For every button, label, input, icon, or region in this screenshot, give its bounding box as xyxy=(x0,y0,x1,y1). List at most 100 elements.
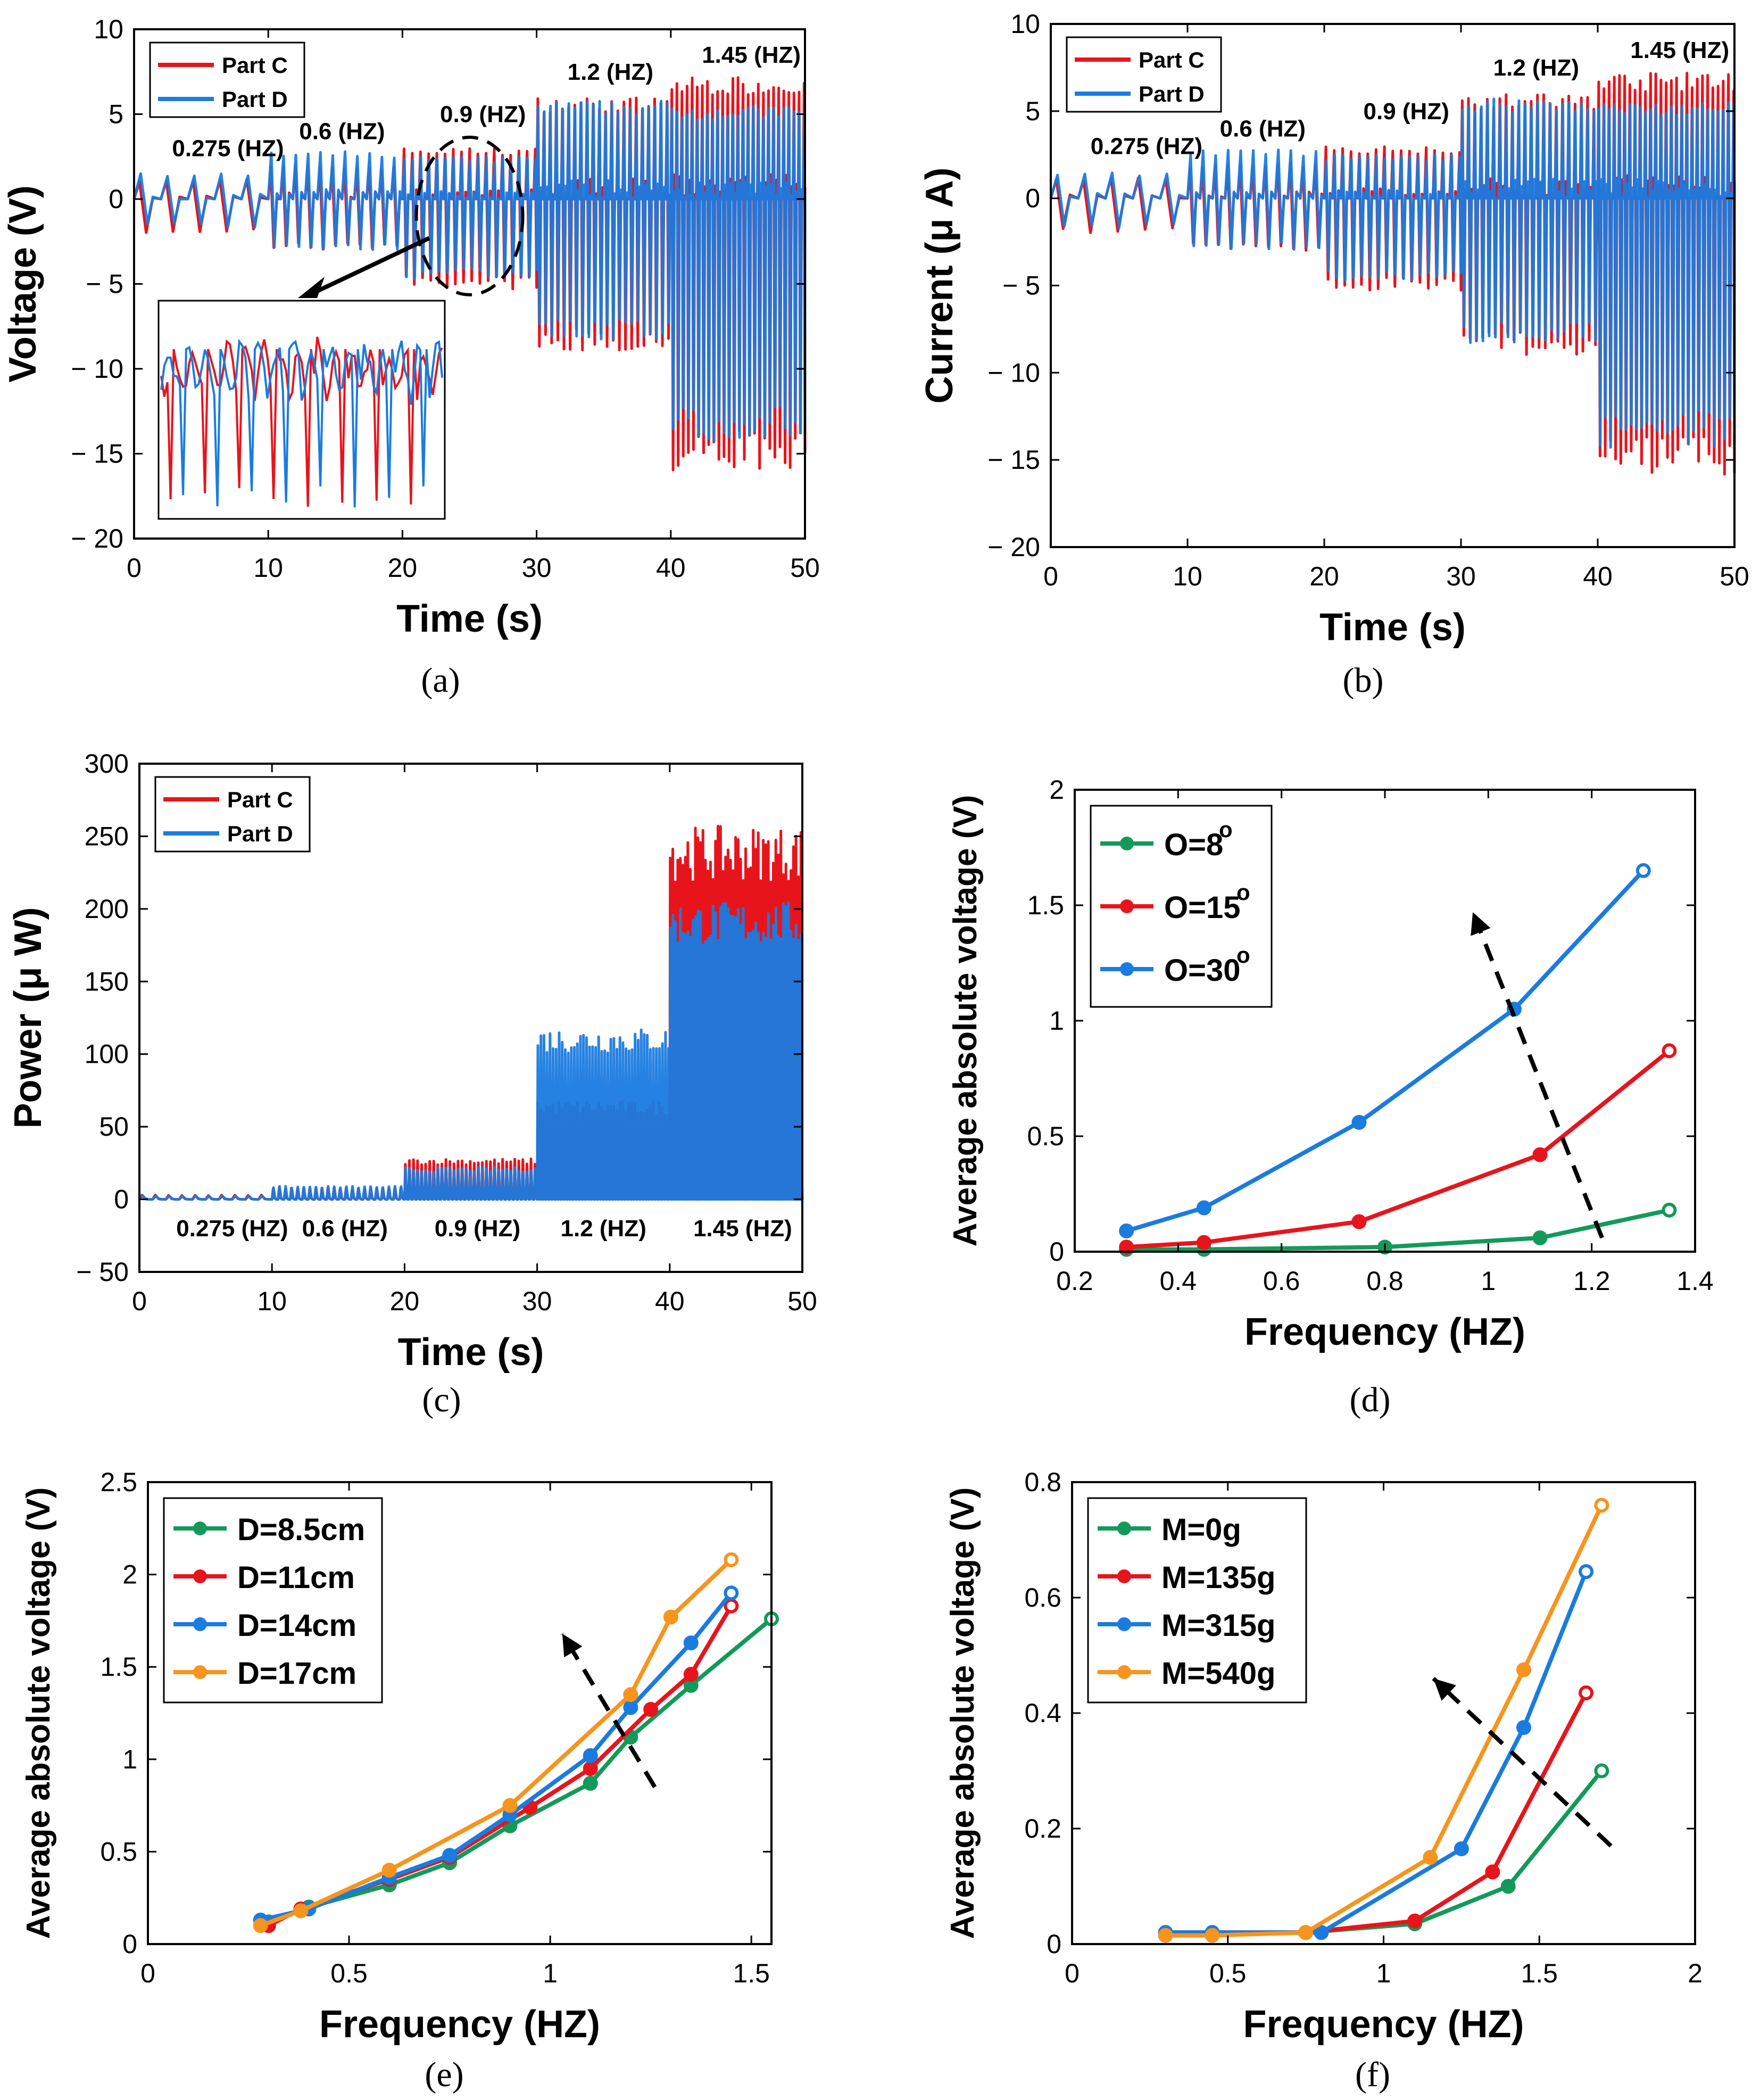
frequency-annotation: 0.6 (HZ) xyxy=(302,1216,388,1242)
y-tick-label: 0.8 xyxy=(1024,1467,1061,1497)
legend-box xyxy=(1066,36,1222,113)
y-tick-label: 5 xyxy=(109,100,123,129)
x-tick-label: 2 xyxy=(1688,1958,1703,1988)
y-tick-label: − 5 xyxy=(86,269,123,299)
x-tick-label: 40 xyxy=(656,553,686,583)
x-tick-label: 1 xyxy=(1376,1958,1391,1988)
x-axis-label: Time (s) xyxy=(1319,606,1466,649)
data-point xyxy=(683,1635,699,1651)
y-tick-label: 50 xyxy=(99,1112,129,1142)
legend-marker xyxy=(193,1569,207,1583)
trend-arrow xyxy=(1471,911,1604,1239)
data-point xyxy=(1516,1662,1531,1677)
legend-marker xyxy=(193,1617,207,1631)
x-tick-label: 1.2 xyxy=(1573,1266,1610,1296)
y-axis-label: Voltage (V) xyxy=(2,185,44,383)
data-point xyxy=(583,1775,598,1791)
y-axis-label: Average absolute voltage (V) xyxy=(20,1487,57,1939)
data-point xyxy=(663,1609,678,1625)
legend-degree-sup: o xyxy=(1236,880,1250,905)
series-line xyxy=(1165,1570,1588,1935)
legend-marker xyxy=(1117,1665,1131,1679)
legend-label: Part D xyxy=(1139,81,1205,106)
x-axis-label: Frequency (HZ) xyxy=(319,2003,600,2046)
x-axis-label: Frequency (HZ) xyxy=(1244,1311,1525,1353)
data-point-end xyxy=(1665,1046,1674,1055)
trend-arrowhead xyxy=(562,1633,583,1658)
inset-part-d-line xyxy=(160,338,443,508)
panel-d: 0.2 0.4 0.6 0.8 1 1.2 1.4 0 0.5 1 1.5 2 Frequency (H… xyxy=(947,775,1714,1353)
legend-label: M=315g xyxy=(1161,1608,1275,1643)
data-point xyxy=(1454,1841,1469,1856)
y-tick-label: 300 xyxy=(85,749,129,779)
data-point xyxy=(1423,1850,1438,1865)
data-point xyxy=(683,1667,699,1682)
y-tick-label: 0.4 xyxy=(1024,1698,1061,1728)
y-tick-label: − 20 xyxy=(987,532,1040,562)
data-point xyxy=(1500,1879,1516,1894)
legend-label: Part C xyxy=(222,53,288,78)
y-tick-label: 10 xyxy=(94,14,123,44)
frequency-annotation: 0.9 (HZ) xyxy=(435,1216,520,1242)
zoom-arrowhead xyxy=(298,277,325,298)
y-tick-label: 1 xyxy=(122,1745,137,1774)
trend-arrowhead xyxy=(1471,912,1491,936)
x-tick-label: 40 xyxy=(655,1286,685,1316)
x-axis-label: Frequency (HZ) xyxy=(1243,2003,1524,2046)
legend-marker xyxy=(1120,962,1134,976)
x-tick-label: 20 xyxy=(388,553,418,583)
legend-label: M=135g xyxy=(1161,1560,1275,1595)
data-point xyxy=(253,1918,268,1933)
x-tick-label: 0.4 xyxy=(1160,1266,1197,1296)
frequency-annotation: 1.2 (HZ) xyxy=(568,59,653,85)
x-tick-label: 50 xyxy=(787,1286,817,1316)
panel-caption: (f) xyxy=(1355,2055,1390,2094)
data-point xyxy=(1196,1200,1211,1216)
legend-marker xyxy=(193,1665,207,1679)
legend-degree-sup: o xyxy=(1219,817,1233,842)
panel-caption: (c) xyxy=(422,1380,461,1419)
data-point xyxy=(623,1700,638,1715)
y-tick-label: 250 xyxy=(85,821,129,851)
y-tick-label: 0.2 xyxy=(1024,1814,1061,1843)
legend-label: Part D xyxy=(227,821,293,846)
legend-label: Part D xyxy=(222,87,288,112)
data-point xyxy=(1351,1214,1367,1229)
data-point xyxy=(583,1748,598,1763)
x-tick-label: 0.5 xyxy=(330,1958,368,1988)
legend-label: Part C xyxy=(227,787,293,812)
y-tick-label: − 15 xyxy=(71,439,123,469)
frequency-annotation: 0.6 (HZ) xyxy=(299,118,385,144)
frequency-annotation: 0.275 (HZ) xyxy=(176,1216,288,1242)
x-tick-label: 1.5 xyxy=(1521,1958,1558,1988)
x-tick-label: 1.5 xyxy=(733,1958,770,1988)
x-tick-label: 50 xyxy=(790,553,820,583)
y-tick-label: − 15 xyxy=(987,445,1040,475)
y-axis-label: Power (μ W) xyxy=(7,907,49,1128)
series-line xyxy=(1165,1504,1604,1938)
data-point xyxy=(1298,1925,1314,1940)
legend-label: O=30 xyxy=(1164,953,1241,988)
legend-box xyxy=(154,776,311,853)
inset-part-c-line xyxy=(160,336,443,507)
legend-label: D=11cm xyxy=(237,1560,355,1595)
legend-label: D=14cm xyxy=(237,1608,356,1643)
data-point xyxy=(293,1903,309,1919)
y-tick-label: 0.5 xyxy=(1027,1121,1064,1151)
y-tick-label: 1.5 xyxy=(100,1652,137,1682)
legend-degree-sup: o xyxy=(1236,942,1250,968)
legend-marker xyxy=(1117,1569,1131,1583)
y-tick-label: 0 xyxy=(109,184,123,214)
y-tick-label: − 50 xyxy=(76,1257,129,1287)
y-tick-label: − 5 xyxy=(1002,271,1040,301)
data-point-end xyxy=(1665,1205,1674,1214)
frequency-annotation: 0.9 (HZ) xyxy=(440,102,526,128)
y-tick-label: 0 xyxy=(1047,1929,1061,1959)
x-tick-label: 10 xyxy=(257,1286,287,1316)
series-part-d-line xyxy=(132,100,807,443)
y-tick-label: − 20 xyxy=(71,524,123,553)
panel-caption: (e) xyxy=(425,2055,463,2094)
